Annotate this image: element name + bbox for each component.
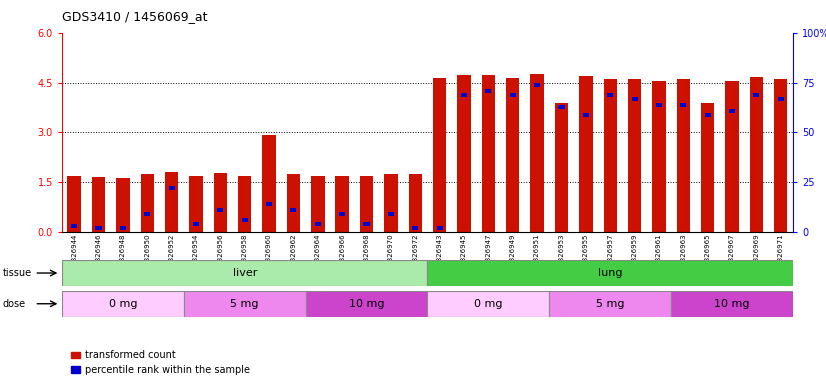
Bar xyxy=(145,212,150,216)
Legend: transformed count, percentile rank within the sample: transformed count, percentile rank withi… xyxy=(67,346,254,379)
Text: 0 mg: 0 mg xyxy=(108,299,137,309)
Bar xyxy=(604,79,617,232)
Bar xyxy=(62,260,428,286)
Bar xyxy=(339,212,345,216)
Text: 0 mg: 0 mg xyxy=(474,299,503,309)
Bar xyxy=(534,83,540,86)
Bar xyxy=(306,291,428,317)
Bar xyxy=(729,109,735,113)
Bar xyxy=(725,81,738,232)
Bar xyxy=(778,96,784,101)
Bar xyxy=(291,209,297,212)
Bar xyxy=(506,78,520,232)
Bar xyxy=(193,222,199,226)
Bar xyxy=(140,174,154,232)
Bar xyxy=(558,104,564,109)
Bar xyxy=(360,176,373,232)
Text: GDS3410 / 1456069_at: GDS3410 / 1456069_at xyxy=(62,10,207,23)
Bar xyxy=(705,113,710,116)
Bar xyxy=(437,226,443,230)
Bar xyxy=(169,186,174,190)
Bar xyxy=(750,76,763,232)
Bar xyxy=(116,179,130,232)
Bar xyxy=(607,93,613,96)
Bar xyxy=(701,103,714,232)
Bar xyxy=(409,174,422,232)
Bar xyxy=(384,174,397,232)
Bar xyxy=(68,176,81,232)
Bar xyxy=(753,93,759,96)
Bar xyxy=(676,79,690,232)
Bar xyxy=(214,173,227,232)
Bar xyxy=(428,291,549,317)
Bar xyxy=(315,222,320,226)
Text: 10 mg: 10 mg xyxy=(349,299,384,309)
Text: 5 mg: 5 mg xyxy=(230,299,259,309)
Text: 5 mg: 5 mg xyxy=(596,299,624,309)
Bar xyxy=(183,291,306,317)
Bar xyxy=(62,291,183,317)
Bar xyxy=(671,291,793,317)
Bar xyxy=(165,172,178,232)
Bar xyxy=(92,177,105,232)
Text: liver: liver xyxy=(232,268,257,278)
Bar xyxy=(189,176,202,232)
Bar xyxy=(510,93,515,96)
Bar xyxy=(486,89,491,93)
Bar xyxy=(263,135,276,232)
Bar xyxy=(238,176,251,232)
Bar xyxy=(583,113,589,116)
Bar xyxy=(656,103,662,106)
Bar xyxy=(632,96,638,101)
Bar xyxy=(428,260,793,286)
Text: tissue: tissue xyxy=(2,268,31,278)
Bar xyxy=(482,75,495,232)
Bar xyxy=(555,103,568,232)
Bar xyxy=(412,226,418,230)
Bar xyxy=(579,76,592,232)
Text: lung: lung xyxy=(598,268,623,278)
Bar xyxy=(388,212,394,216)
Bar xyxy=(653,81,666,232)
Bar xyxy=(363,222,369,226)
Bar xyxy=(96,226,102,230)
Bar xyxy=(287,174,300,232)
Bar xyxy=(681,103,686,106)
Bar xyxy=(549,291,671,317)
Text: dose: dose xyxy=(2,299,26,309)
Bar xyxy=(120,226,126,230)
Bar xyxy=(217,209,223,212)
Bar xyxy=(458,75,471,232)
Bar xyxy=(461,93,467,96)
Bar xyxy=(433,78,446,232)
Text: 10 mg: 10 mg xyxy=(714,299,750,309)
Bar xyxy=(242,218,248,222)
Bar xyxy=(774,79,787,232)
Bar xyxy=(628,79,641,232)
Bar xyxy=(530,74,544,232)
Bar xyxy=(71,224,77,228)
Bar xyxy=(335,176,349,232)
Bar xyxy=(311,176,325,232)
Bar xyxy=(266,202,272,206)
